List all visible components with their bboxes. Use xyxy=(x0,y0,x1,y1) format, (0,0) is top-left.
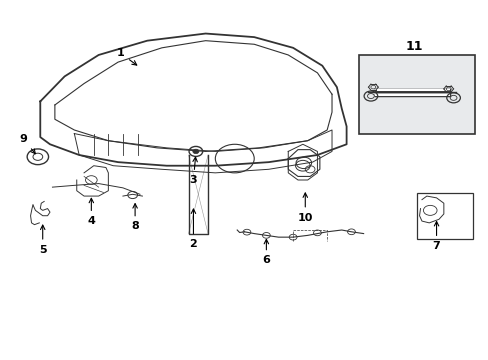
Text: 11: 11 xyxy=(405,40,423,53)
Text: 2: 2 xyxy=(189,209,197,249)
Text: 6: 6 xyxy=(262,239,270,265)
Bar xyxy=(358,55,474,134)
Text: 7: 7 xyxy=(432,221,440,251)
Text: 8: 8 xyxy=(131,204,139,231)
Text: 10: 10 xyxy=(297,193,312,222)
Circle shape xyxy=(192,149,199,154)
Text: 1: 1 xyxy=(117,48,137,65)
Text: 3: 3 xyxy=(189,157,197,185)
Text: 9: 9 xyxy=(20,134,35,154)
Text: 4: 4 xyxy=(87,198,95,226)
Bar xyxy=(416,193,472,239)
Text: 5: 5 xyxy=(39,225,46,255)
